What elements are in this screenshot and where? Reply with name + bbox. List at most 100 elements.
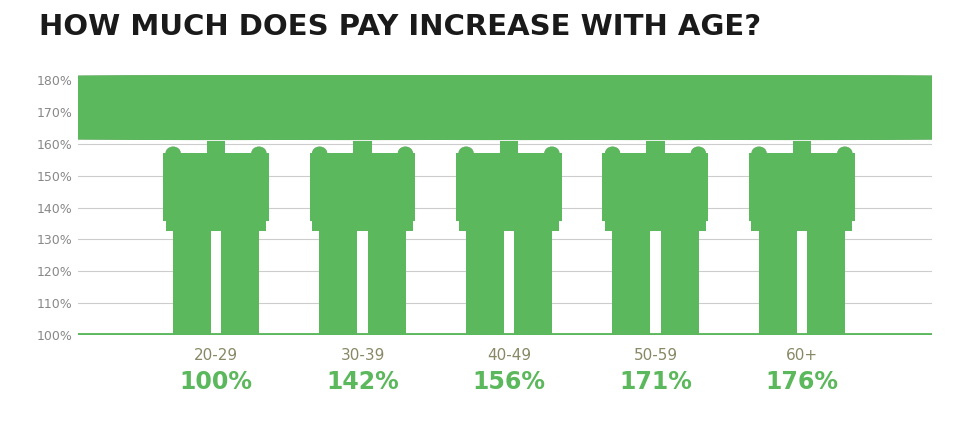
Bar <box>357 231 368 335</box>
Circle shape <box>0 75 971 140</box>
Text: 100%: 100% <box>180 371 252 394</box>
Polygon shape <box>602 153 605 221</box>
Polygon shape <box>749 153 752 221</box>
Polygon shape <box>221 231 259 335</box>
Ellipse shape <box>166 147 181 160</box>
Ellipse shape <box>690 147 706 160</box>
Polygon shape <box>706 153 709 221</box>
Polygon shape <box>793 141 811 153</box>
Polygon shape <box>758 231 797 335</box>
Polygon shape <box>647 141 664 153</box>
Polygon shape <box>319 231 357 335</box>
Circle shape <box>0 75 971 140</box>
Polygon shape <box>353 141 372 153</box>
Polygon shape <box>514 231 552 335</box>
Polygon shape <box>660 231 699 335</box>
Polygon shape <box>207 141 225 153</box>
Polygon shape <box>758 231 797 335</box>
Polygon shape <box>413 153 416 221</box>
Text: HOW MUCH DOES PAY INCREASE WITH AGE?: HOW MUCH DOES PAY INCREASE WITH AGE? <box>39 13 761 42</box>
Text: 50-59: 50-59 <box>633 348 678 363</box>
Circle shape <box>0 75 971 140</box>
Polygon shape <box>752 153 853 231</box>
Polygon shape <box>559 153 562 221</box>
Polygon shape <box>312 153 413 231</box>
Ellipse shape <box>752 147 767 160</box>
Polygon shape <box>173 231 211 335</box>
Polygon shape <box>207 141 225 153</box>
Polygon shape <box>706 153 709 221</box>
Polygon shape <box>166 153 266 231</box>
Polygon shape <box>559 153 562 221</box>
Ellipse shape <box>458 147 474 160</box>
Text: 30-39: 30-39 <box>340 348 385 363</box>
Polygon shape <box>752 153 853 231</box>
Polygon shape <box>353 141 372 153</box>
Polygon shape <box>310 153 312 221</box>
Polygon shape <box>853 153 854 221</box>
Polygon shape <box>807 231 846 335</box>
Ellipse shape <box>251 147 266 160</box>
Ellipse shape <box>605 147 620 160</box>
Polygon shape <box>456 153 458 221</box>
Polygon shape <box>647 141 664 153</box>
Circle shape <box>0 75 971 140</box>
Polygon shape <box>319 231 357 335</box>
Ellipse shape <box>545 147 559 160</box>
Ellipse shape <box>166 147 181 160</box>
Polygon shape <box>413 153 416 221</box>
Text: 142%: 142% <box>326 371 399 394</box>
Text: 156%: 156% <box>473 371 546 394</box>
Bar <box>504 231 514 335</box>
Polygon shape <box>368 231 406 335</box>
Polygon shape <box>221 231 259 335</box>
Ellipse shape <box>605 147 620 160</box>
Bar <box>651 231 660 335</box>
Polygon shape <box>466 231 504 335</box>
Polygon shape <box>166 153 266 231</box>
Bar <box>797 231 807 335</box>
Polygon shape <box>605 153 706 231</box>
Polygon shape <box>312 153 413 231</box>
Ellipse shape <box>458 147 474 160</box>
Text: 171%: 171% <box>619 371 692 394</box>
Polygon shape <box>807 231 846 335</box>
Circle shape <box>0 75 971 140</box>
Ellipse shape <box>545 147 559 160</box>
Polygon shape <box>749 153 752 221</box>
Circle shape <box>0 75 971 140</box>
Polygon shape <box>266 153 269 221</box>
Ellipse shape <box>312 147 327 160</box>
Polygon shape <box>458 153 559 231</box>
Ellipse shape <box>837 147 853 160</box>
Polygon shape <box>612 231 651 335</box>
Polygon shape <box>458 153 559 231</box>
Polygon shape <box>660 231 699 335</box>
Text: 176%: 176% <box>765 371 838 394</box>
Polygon shape <box>793 141 811 153</box>
Polygon shape <box>602 153 605 221</box>
Polygon shape <box>500 141 519 153</box>
Polygon shape <box>605 153 706 231</box>
Text: 20-29: 20-29 <box>194 348 238 363</box>
Polygon shape <box>310 153 312 221</box>
Polygon shape <box>466 231 504 335</box>
Ellipse shape <box>837 147 853 160</box>
Bar <box>211 231 221 335</box>
Polygon shape <box>853 153 854 221</box>
Polygon shape <box>612 231 651 335</box>
Text: 40-49: 40-49 <box>486 348 531 363</box>
Polygon shape <box>173 231 211 335</box>
Polygon shape <box>163 153 166 221</box>
Ellipse shape <box>398 147 413 160</box>
Ellipse shape <box>251 147 266 160</box>
Polygon shape <box>514 231 552 335</box>
Polygon shape <box>266 153 269 221</box>
Ellipse shape <box>398 147 413 160</box>
Circle shape <box>0 75 971 140</box>
Polygon shape <box>368 231 406 335</box>
Polygon shape <box>500 141 519 153</box>
Circle shape <box>0 75 971 140</box>
Polygon shape <box>456 153 458 221</box>
Polygon shape <box>163 153 166 221</box>
